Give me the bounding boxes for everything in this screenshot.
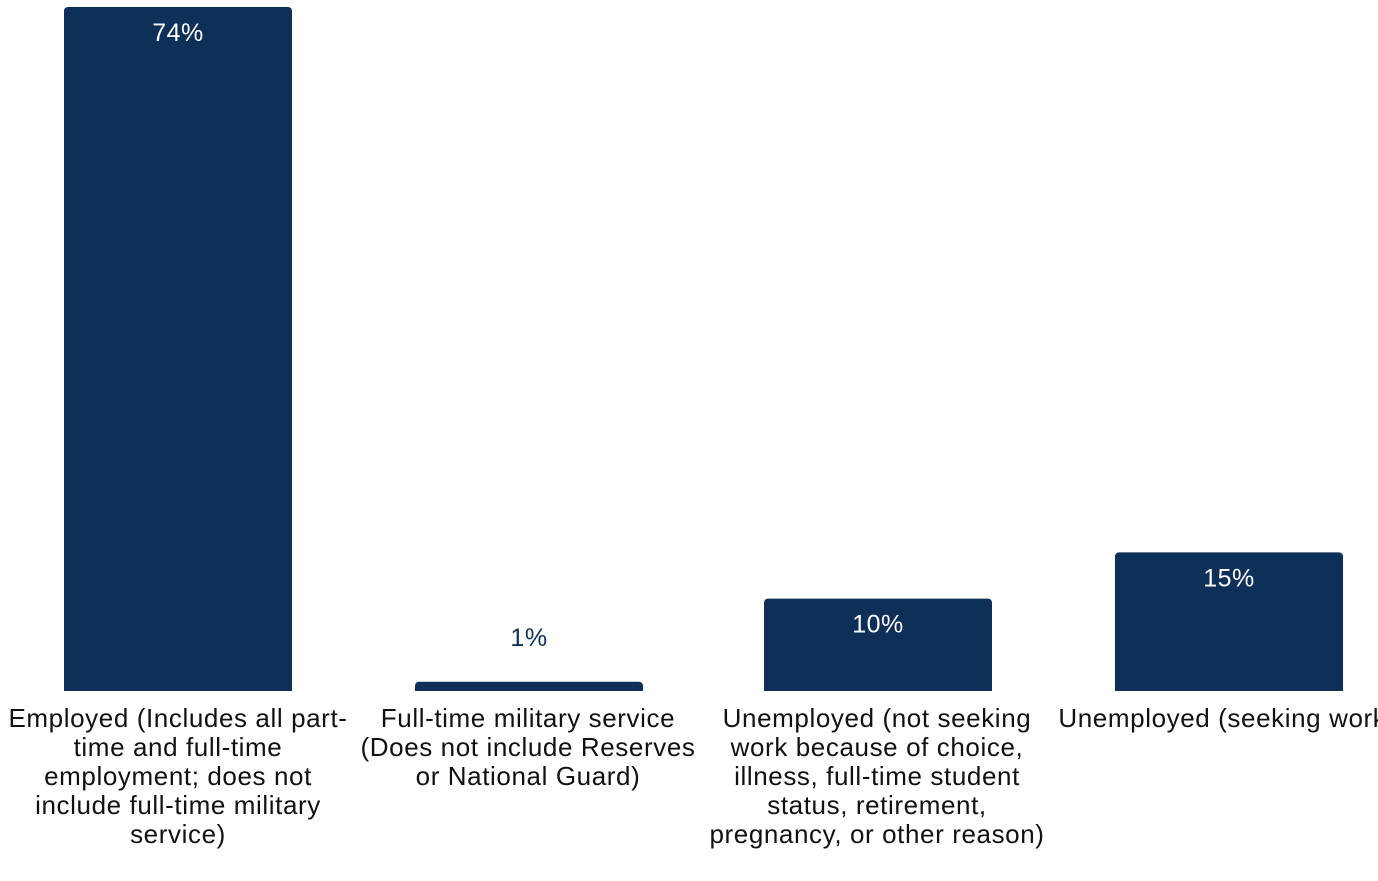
bar-baseline-mask bbox=[414, 691, 644, 697]
data-label-employed: 74% bbox=[152, 19, 204, 47]
category-label-unemployed-not-seeking: Unemployed (not seeking work because of … bbox=[709, 703, 1045, 849]
category-label-military: Full-time military service (Does not inc… bbox=[360, 703, 696, 791]
bar-unemployed-not-seeking bbox=[764, 598, 992, 695]
bar-employed bbox=[64, 7, 292, 695]
category-label-employed: Employed (Includes all part-time and ful… bbox=[8, 703, 348, 849]
data-label-military: 1% bbox=[510, 624, 547, 652]
bar-baseline-mask bbox=[1114, 691, 1344, 697]
data-label-unemployed-not-seeking: 10% bbox=[852, 611, 904, 639]
data-label-unemployed-seeking: 15% bbox=[1203, 564, 1255, 592]
bar-unemployed-seeking bbox=[1115, 552, 1343, 695]
bar-baseline-mask bbox=[763, 691, 993, 697]
bar-baseline-mask bbox=[63, 691, 293, 697]
category-label-unemployed-seeking: Unemployed (seeking work) bbox=[1058, 703, 1378, 733]
